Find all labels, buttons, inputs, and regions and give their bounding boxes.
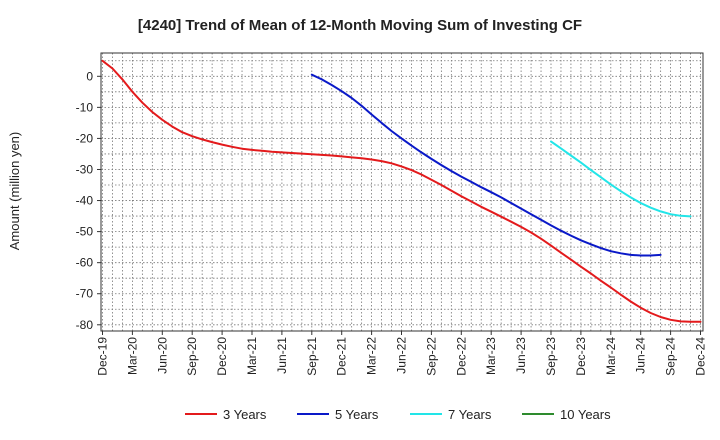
x-tick-label: Jun-24	[634, 337, 648, 374]
series-lines	[101, 59, 702, 323]
x-tick-label: Sep-22	[424, 337, 438, 376]
y-axis-label: Amount (million yen)	[7, 132, 22, 251]
y-tick-label: -30	[76, 162, 94, 176]
y-tick-label: -60	[76, 256, 94, 270]
x-tick-label: Jun-20	[155, 337, 169, 374]
x-tick-label: Mar-21	[245, 337, 259, 375]
x-tick-label: Jun-22	[395, 337, 409, 374]
x-tick-label: Sep-20	[185, 337, 199, 376]
x-tick-label: Mar-22	[365, 337, 379, 375]
x-tick-label: Sep-24	[664, 337, 678, 376]
x-tick-label: Sep-21	[305, 337, 319, 376]
y-tick-label: -20	[76, 131, 94, 145]
legend: 3 Years 5 Years 7 Years 10 Years	[185, 407, 611, 422]
y-tick-label: -80	[76, 318, 94, 332]
x-tick-label: Mar-20	[125, 337, 139, 375]
x-tick-label: Jun-23	[514, 337, 528, 374]
x-tick-label: Dec-21	[335, 337, 349, 376]
y-tick-label: -50	[76, 225, 94, 239]
x-tick-label: Mar-24	[604, 337, 618, 375]
y-tick-label: -10	[76, 100, 94, 114]
x-tick-label: Dec-24	[694, 337, 708, 376]
y-axis-ticks: 0 -10 -20 -30 -40 -50 -60 -70 -80	[76, 69, 101, 332]
y-tick-label: -40	[76, 194, 94, 208]
x-tick-label: Sep-23	[544, 337, 558, 376]
x-tick-label: Dec-22	[454, 337, 468, 376]
x-tick-label: Dec-20	[215, 337, 229, 376]
x-tick-label: Jun-21	[275, 337, 289, 374]
x-tick-label: Dec-19	[96, 337, 110, 376]
y-tick-label: -70	[76, 287, 94, 301]
legend-label-3-years: 3 Years	[223, 407, 267, 422]
legend-label-10-years: 10 Years	[560, 407, 611, 422]
legend-label-7-years: 7 Years	[448, 407, 492, 422]
grid	[101, 53, 703, 331]
series-line-7-years	[550, 140, 692, 218]
x-tick-label: Dec-23	[574, 337, 588, 376]
x-tick-label: Mar-23	[484, 337, 498, 375]
y-tick-label: 0	[86, 69, 93, 83]
chart-title: [4240] Trend of Mean of 12-Month Moving …	[138, 17, 582, 34]
series-line-5-years	[310, 73, 662, 257]
x-axis-ticks: Dec-19 Mar-20 Jun-20 Sep-20 Dec-20 Mar-21 Jun-…	[96, 331, 708, 376]
legend-label-5-years: 5 Years	[335, 407, 379, 422]
series-line-3-years	[101, 59, 702, 323]
